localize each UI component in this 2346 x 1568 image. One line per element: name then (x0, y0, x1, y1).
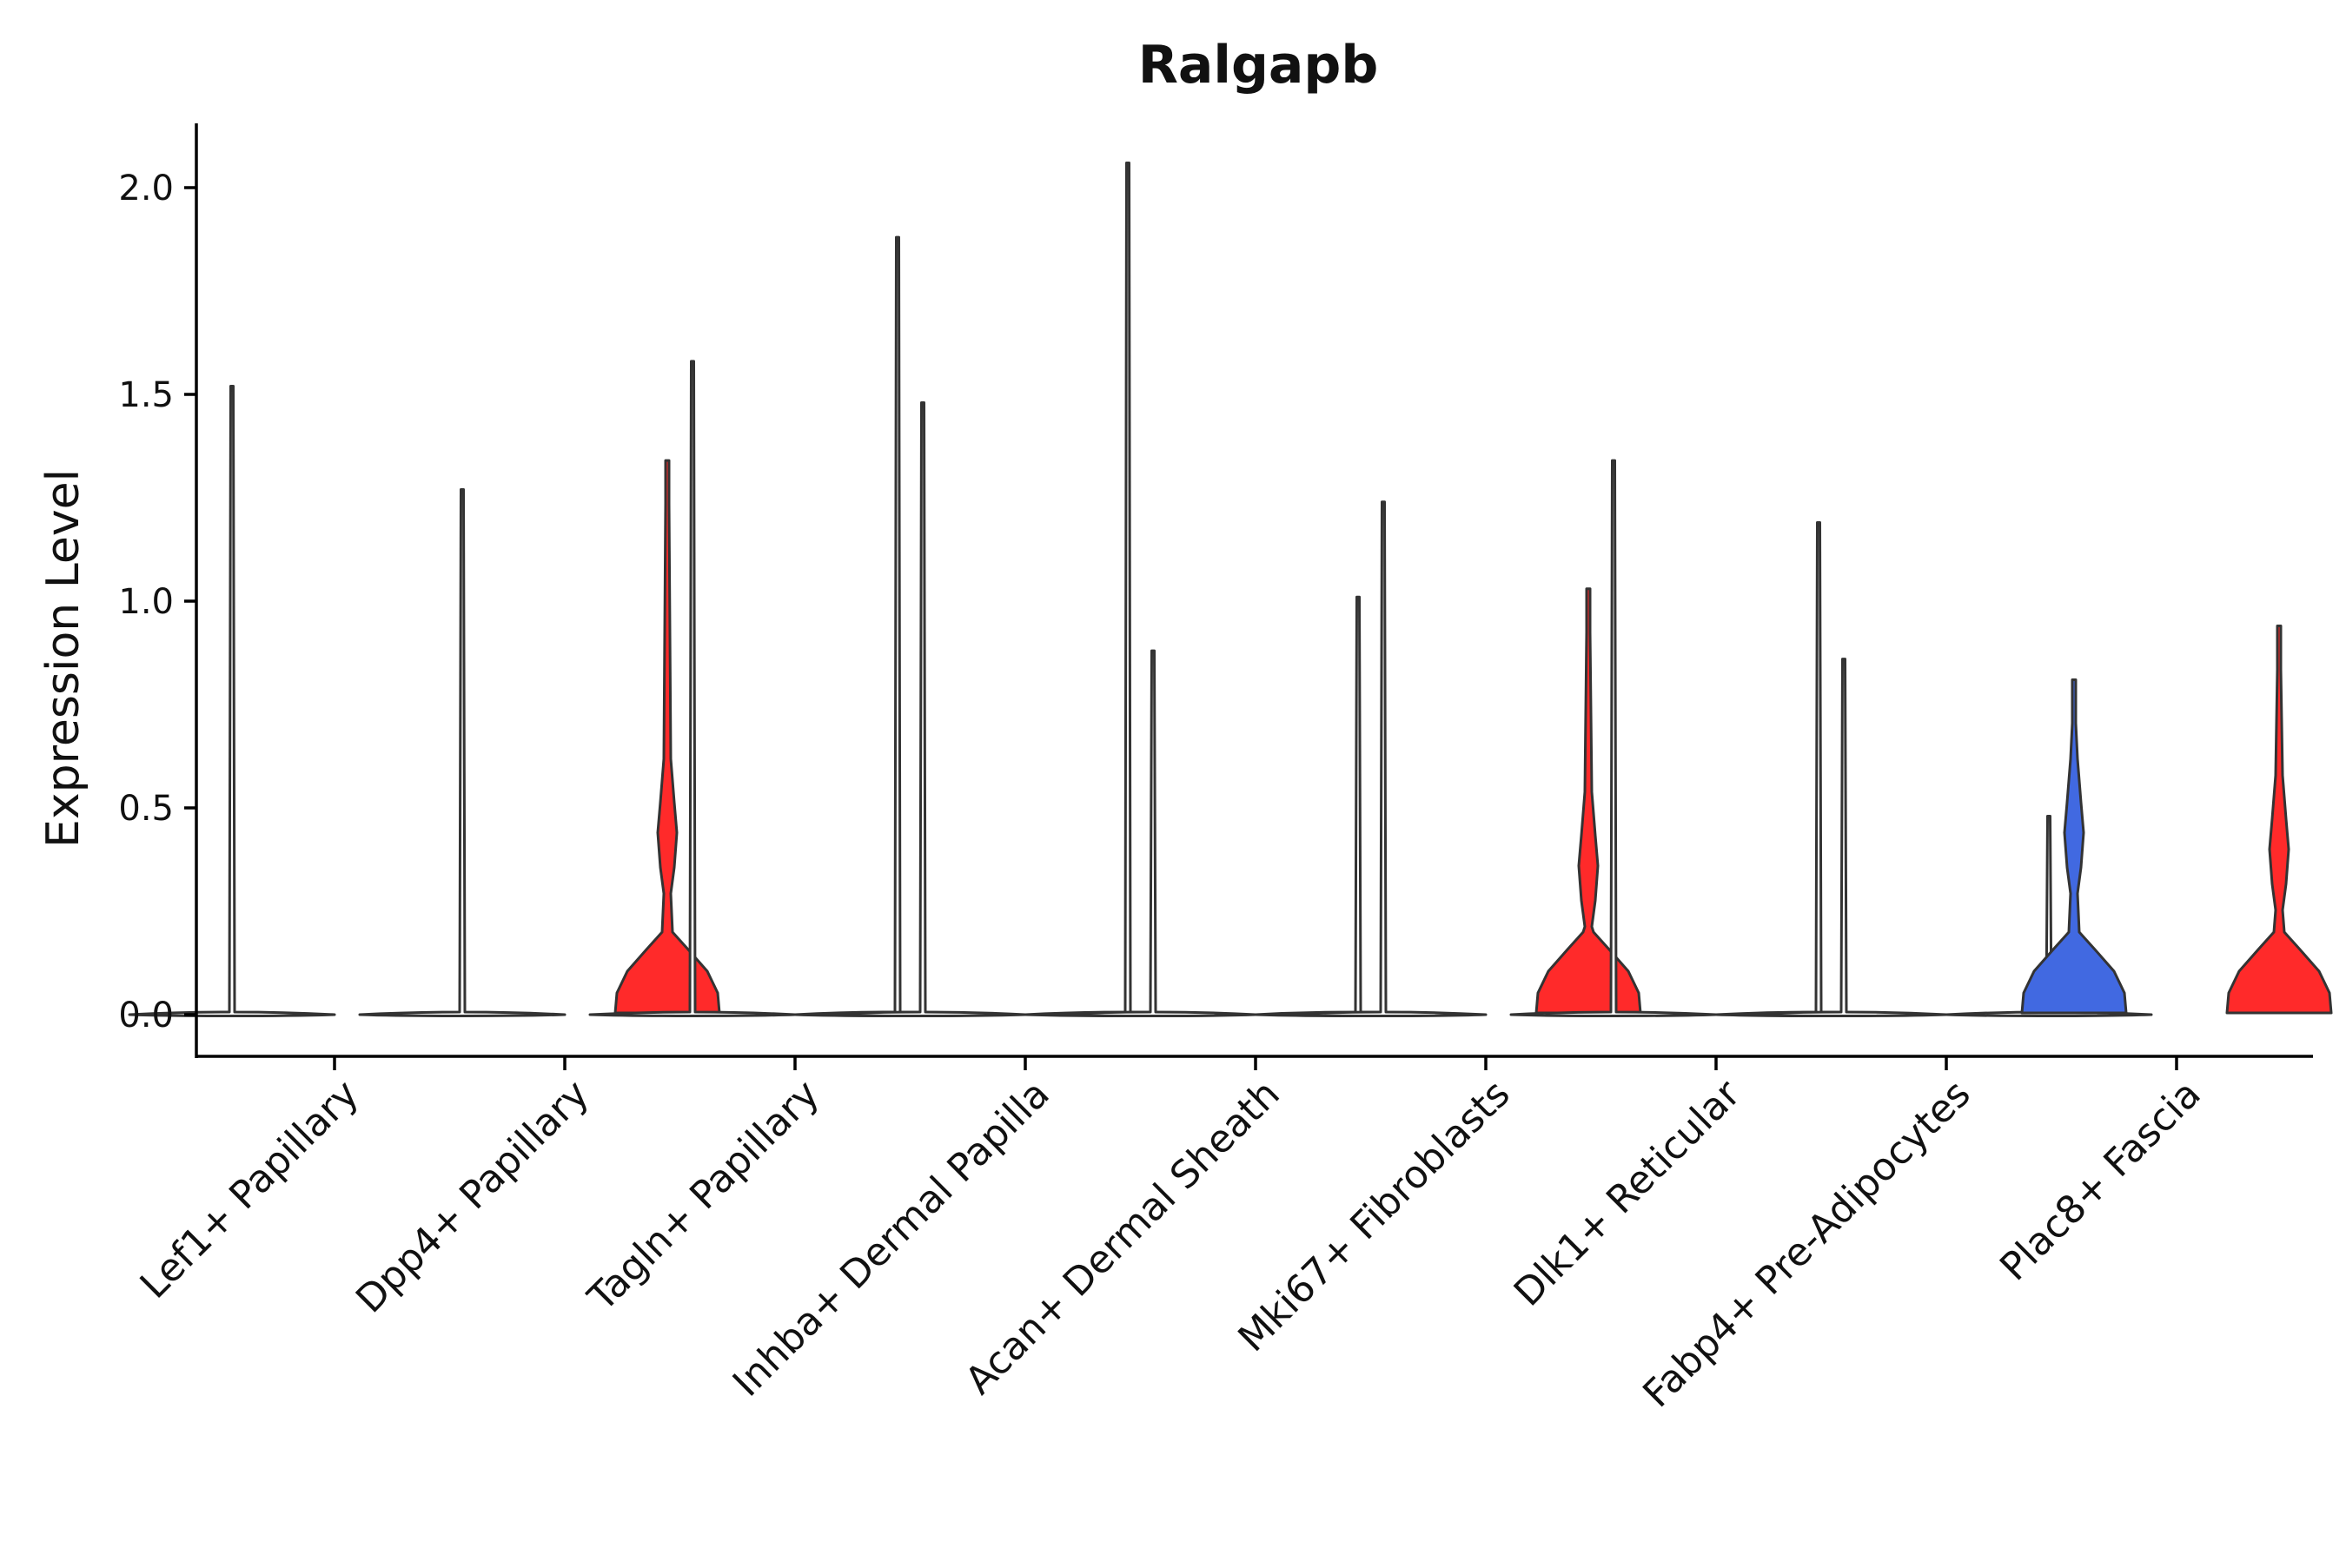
violin-dpp4-papillary-right (613, 459, 721, 1015)
violin-inhba-dermal-papilla-left (818, 401, 1027, 1017)
violin-plac8-fascia-right (2225, 625, 2333, 1015)
violin-dlk1-reticular-right (1714, 521, 1923, 1017)
y-tick-label: 0.0 (118, 996, 174, 1035)
y-tick-label: 0.5 (118, 789, 174, 829)
x-tick-label-tagln-papillary: Tagln+ Papillary (580, 1072, 828, 1320)
violin-dpp4-papillary-left (358, 487, 567, 1017)
y-ticks-group: 0.0 0.5 1.0 1.5 2.0 (118, 169, 196, 1035)
violins-group (128, 161, 2333, 1017)
violin-mki67-fibroblasts-right (1534, 587, 1642, 1015)
chart-title: Ralgapb (1138, 35, 1379, 96)
y-axis-label: Expression Level (37, 469, 89, 848)
x-tick-label-dlk1-reticular: Dlk1+ Reticular (1506, 1071, 1750, 1315)
violin-fabp4-pre-adipocytes-left (1740, 658, 1948, 1017)
violin-inhba-dermal-papilla-right (1024, 161, 1232, 1017)
violin-lef1-papillary-left (128, 384, 336, 1017)
violin-plac8-fascia-left (2020, 678, 2128, 1015)
x-tick-label-plac8-fascia: Plac8+ Fascia (1991, 1072, 2210, 1290)
x-tick-label-lef1-papillary: Lef1+ Papillary (132, 1072, 368, 1307)
violin-acan-dermal-sheath-right (1254, 595, 1462, 1017)
violin-dlk1-reticular-left (1509, 459, 1718, 1017)
violin-tagln-papillary-right (793, 235, 1002, 1017)
y-tick-label: 2.0 (118, 169, 174, 208)
y-tick-label: 1.5 (118, 375, 174, 415)
x-tick-label-dpp4-papillary: Dpp4+ Papillary (348, 1072, 598, 1322)
violin-tagln-papillary-left (588, 360, 797, 1017)
y-tick-label: 1.0 (118, 582, 174, 622)
violin-acan-dermal-sheath-left (1049, 649, 1257, 1017)
violin-mki67-fibroblasts-left (1279, 500, 1488, 1017)
